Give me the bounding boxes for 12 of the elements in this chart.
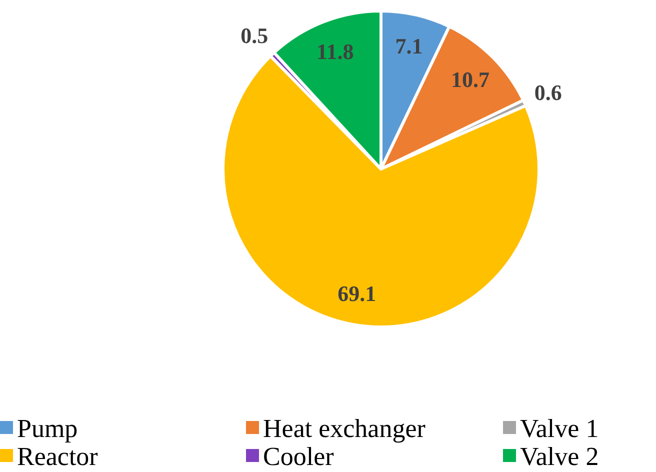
data-label: 11.8 [316, 38, 354, 64]
data-label: 0.6 [534, 80, 562, 105]
data-label: 69.1 [338, 280, 376, 306]
legend-label: Heat exchanger [263, 414, 426, 444]
legend-label: Reactor [17, 442, 98, 472]
data-label: 10.7 [450, 67, 490, 92]
legend-label: Cooler [263, 442, 334, 472]
data-label: 0.5 [240, 23, 268, 48]
legend-label: Valve 1 [520, 414, 599, 444]
legend-label: Valve 2 [520, 442, 599, 472]
data-label: 7.1 [395, 33, 423, 58]
legend-label: Pump [17, 414, 78, 444]
